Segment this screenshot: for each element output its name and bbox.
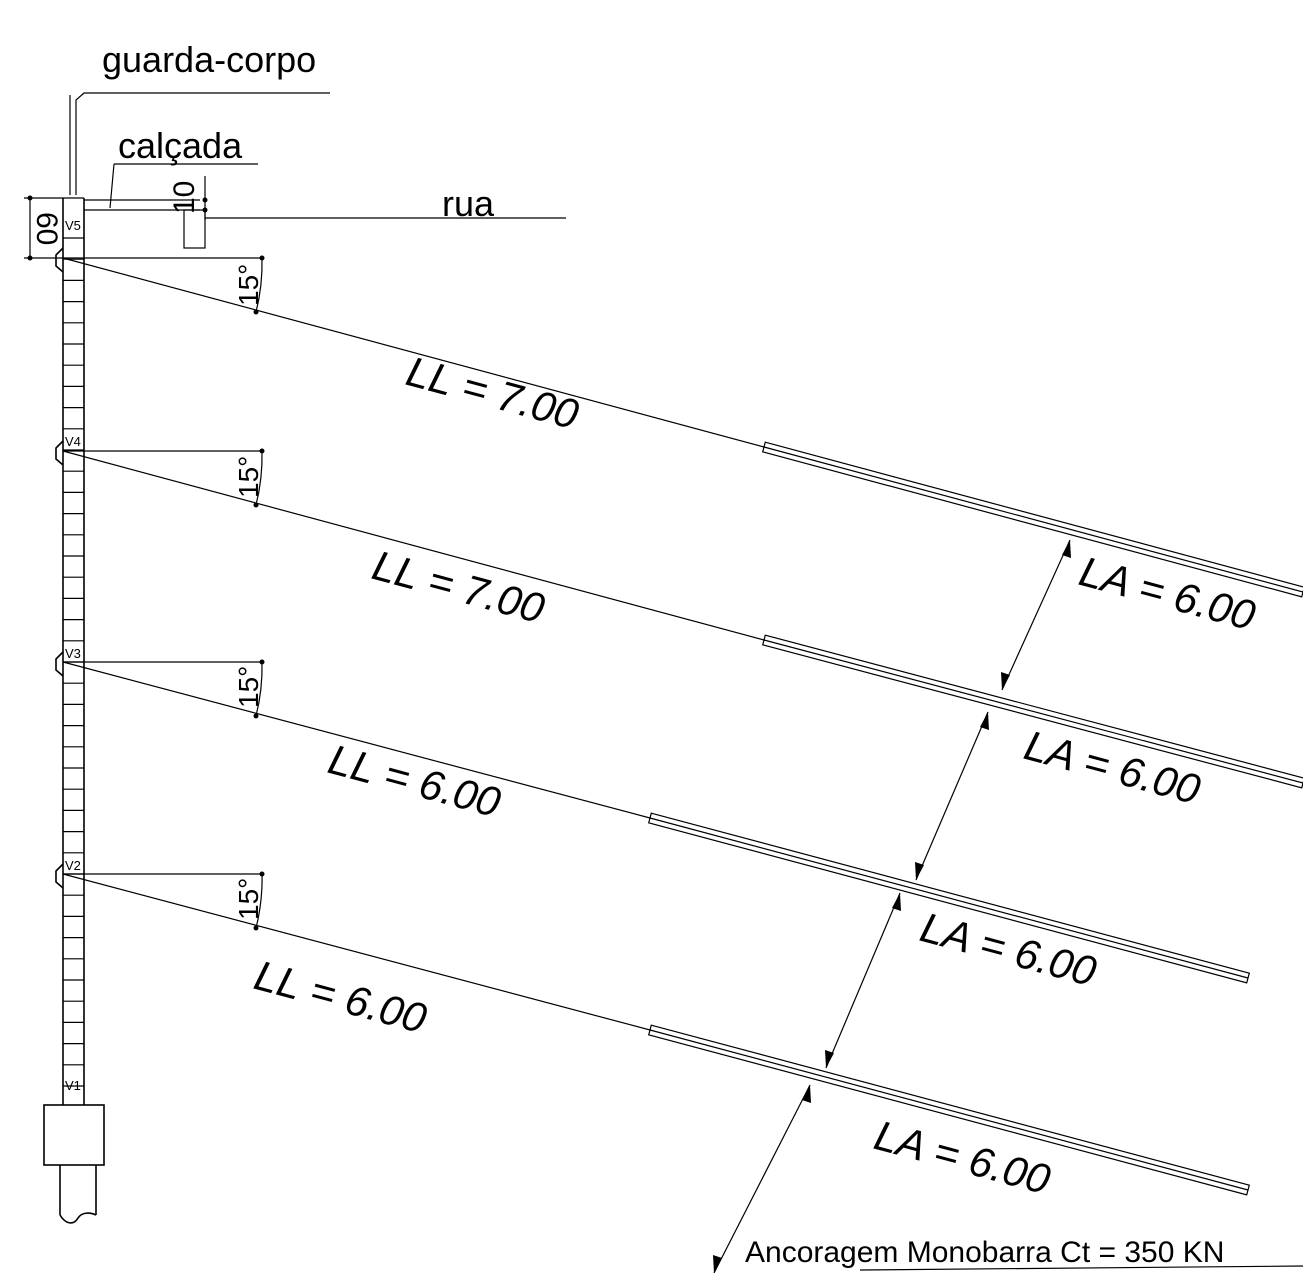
beam-labels: V5 V4 V3 V2 V1 (65, 218, 81, 1093)
guardrail-callout: guarda-corpo (69, 39, 330, 195)
wall (43, 198, 105, 1224)
la-label-4: LA = 6.00 (870, 1111, 1056, 1203)
guardrail-label: guarda-corpo (102, 39, 316, 80)
angle-label-1: 15° (233, 264, 264, 306)
bond-zone (761, 634, 1303, 789)
free-length-labels: LL = 7.00 LL = 7.00 LL = 6.00 LL = 6.00 (250, 347, 584, 1042)
street-label: rua (442, 183, 495, 224)
anchor-head (55, 863, 64, 889)
sidewalk-label: calçada (118, 125, 243, 166)
anchor-head (55, 440, 64, 466)
la-label-3: LA = 6.00 (916, 903, 1102, 995)
beam-label-v4: V4 (65, 434, 81, 449)
sidewalk-callout: calçada (109, 125, 258, 209)
anchor-head (55, 247, 64, 273)
ll-label-1: LL = 7.00 (402, 347, 584, 438)
ll-label-3: LL = 6.00 (324, 735, 506, 826)
pile-break (59, 1212, 97, 1224)
sidewalk-slab (84, 199, 206, 249)
beam-label-v1: V1 (65, 1078, 81, 1093)
la-label-2: LA = 6.00 (1020, 721, 1206, 813)
anchor-1 (55, 247, 1303, 598)
free-length-tendon (62, 661, 651, 819)
curb-dimension-label: 10 (168, 181, 201, 214)
anchor-head (55, 651, 64, 677)
cap-dimension-label: 60 (30, 212, 63, 245)
free-length-tendon (62, 450, 765, 641)
anchor-4 (55, 863, 1251, 1196)
angle-label-4: 15° (233, 878, 264, 920)
cap-dimension: 60 (24, 195, 84, 261)
bond-zone (647, 1024, 1251, 1196)
anchor-note: Ancoragem Monobarra Ct = 350 KN (745, 1236, 1303, 1271)
ll-label-2: LL = 7.00 (368, 541, 550, 632)
wall-hatch (63, 237, 84, 1087)
anchor-note-label: Ancoragem Monobarra Ct = 350 KN (745, 1236, 1224, 1269)
angle-labels: 15° 15° 15° 15° (233, 264, 264, 920)
angle-label-3: 15° (233, 666, 264, 708)
anchors (55, 247, 1303, 1196)
angle-label-2: 15° (233, 456, 264, 498)
anchor-3 (55, 651, 1251, 984)
street-callout: rua (205, 183, 566, 224)
footing (43, 1104, 105, 1166)
bond-zone (761, 441, 1303, 598)
bond-length-dimensions (713, 539, 1071, 1274)
beam-label-v2: V2 (65, 858, 81, 873)
free-length-tendon (62, 257, 765, 448)
curb-dimension: 10 (168, 176, 208, 220)
anchor-2 (55, 440, 1303, 789)
beam-label-v5: V5 (65, 218, 81, 233)
bond-zone (647, 812, 1251, 984)
free-length-tendon (62, 873, 651, 1031)
beam-label-v3: V3 (65, 646, 81, 661)
